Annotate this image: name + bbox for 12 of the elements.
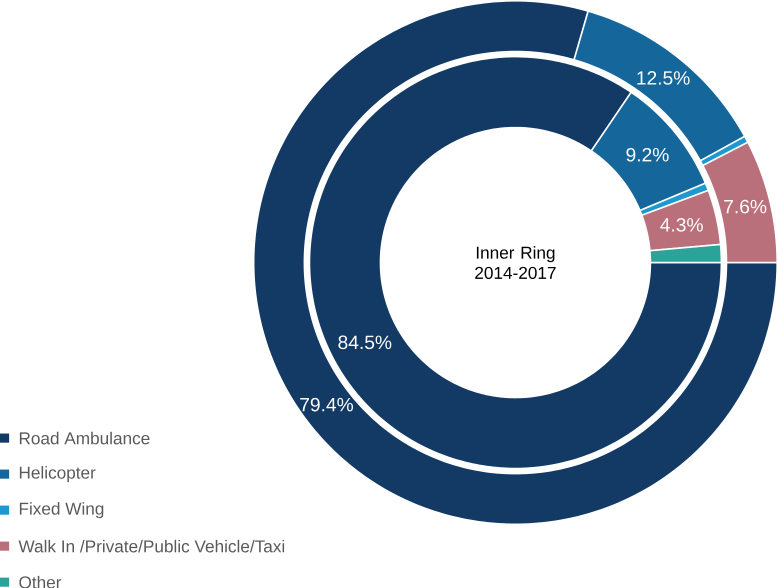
data-label: 84.5% — [338, 335, 392, 349]
legend-label: Helicopter — [20, 466, 96, 482]
data-label: 4.3% — [660, 218, 703, 232]
data-label: 7.6% — [724, 200, 766, 214]
legend-label: Fixed Wing — [20, 502, 104, 518]
text: Inner Ring 2014-2017 — [475, 246, 556, 279]
data-label: 9.2% — [626, 148, 669, 162]
data-label: 12.5% — [637, 70, 690, 85]
legend-label: Other — [19, 576, 62, 588]
legend-label: Walk In /Private/Public Vehicle/Taxi — [18, 540, 284, 552]
data-label: 79.4% — [300, 398, 354, 412]
legend-label: Road Ambulance — [20, 432, 150, 444]
